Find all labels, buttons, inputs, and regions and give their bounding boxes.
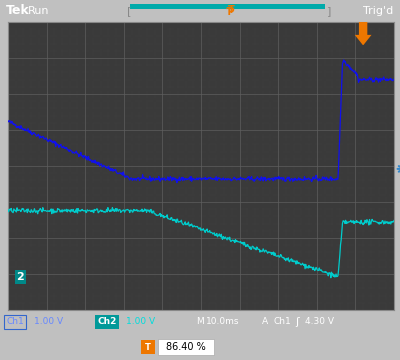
Text: 1.00 V: 1.00 V — [126, 318, 155, 327]
Bar — [95, 315, 119, 329]
Text: [: [ — [127, 6, 132, 16]
Text: T: T — [145, 342, 151, 351]
Text: T: T — [228, 5, 234, 15]
Text: A: A — [262, 318, 268, 327]
Bar — [141, 340, 155, 354]
Text: 2: 2 — [16, 272, 24, 282]
Text: Ch1: Ch1 — [273, 318, 291, 327]
Text: 86.40 %: 86.40 % — [166, 342, 206, 352]
Text: ʃ: ʃ — [295, 317, 299, 327]
Text: 1.00 V: 1.00 V — [34, 318, 63, 327]
Text: M: M — [196, 318, 204, 327]
Text: Trig'd: Trig'd — [363, 6, 393, 16]
Bar — [130, 4, 325, 9]
Text: 10.0ms: 10.0ms — [206, 318, 240, 327]
Text: Ch1: Ch1 — [6, 318, 24, 327]
FancyArrow shape — [355, 22, 372, 45]
Text: 4.30 V: 4.30 V — [305, 318, 334, 327]
Text: ]: ] — [327, 6, 331, 16]
Bar — [4, 315, 26, 329]
Text: Ch2: Ch2 — [97, 318, 117, 327]
Bar — [158, 339, 214, 355]
Text: Tek: Tek — [6, 4, 30, 18]
Text: Ƥ: Ƥ — [227, 7, 235, 17]
Text: Run: Run — [28, 6, 50, 16]
